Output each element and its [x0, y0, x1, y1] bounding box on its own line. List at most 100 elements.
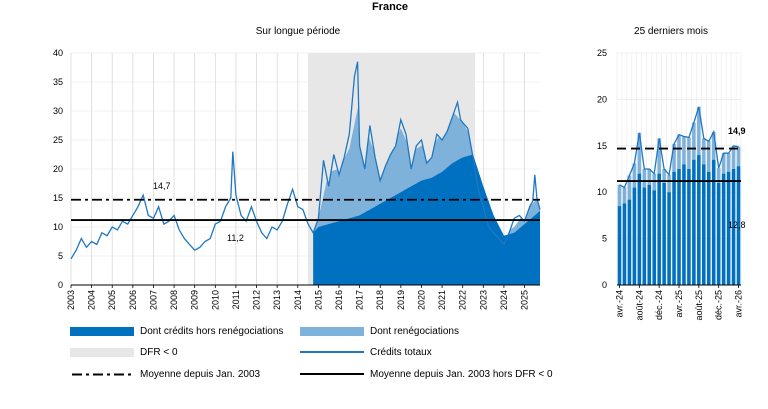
- legend-item-moyenne-2003: Moyenne depuis Jan. 2003: [70, 369, 260, 380]
- bar-credits-hors-renegociations: [642, 187, 647, 285]
- bar-credits-hors-renegociations: [652, 190, 656, 285]
- bar-renegociations: [716, 168, 721, 183]
- x-tick-label: 2017: [355, 290, 365, 310]
- x-tick-label: 2015: [313, 290, 323, 310]
- long-period-series-lines: [70, 61, 541, 260]
- last-25-months-chart: 25 derniers mois 0 5 10 15 20 25 avr.-24 août-2…: [597, 26, 746, 321]
- annotation-14-9: 14,9: [728, 126, 746, 136]
- legend-swatch-light-blue: [300, 327, 364, 336]
- average-label-14-7: 14,7: [153, 181, 171, 191]
- legend-item-credits-hors-reneg: Dont crédits hors renégociations: [70, 326, 283, 337]
- y-tick-label: 40: [53, 48, 63, 58]
- x-tick-label: 2006: [128, 290, 138, 310]
- bar-credits-hors-renegociations: [682, 164, 686, 285]
- last-25-months-bars: [617, 106, 741, 285]
- bar-credits-hors-renegociations: [662, 182, 666, 285]
- bar-credits-hors-renegociations: [617, 206, 622, 285]
- legend: Dont crédits hors renégociations Dont re…: [70, 326, 670, 396]
- x-tick-label: 2019: [396, 290, 406, 310]
- bar-renegociations: [662, 169, 666, 183]
- legend-swatch-line: [300, 348, 364, 357]
- bar-renegociations: [667, 174, 671, 193]
- bar-renegociations: [736, 146, 741, 167]
- y-tick-label: 35: [53, 77, 63, 87]
- legend-item-renegociations: Dont renégociations: [300, 326, 459, 337]
- x-tick-label: août-25: [694, 290, 704, 321]
- line-credits-totaux: [619, 106, 739, 189]
- legend-item-credits-totaux: Crédits totaux: [300, 347, 432, 358]
- y-tick-label: 20: [53, 164, 63, 174]
- last-25-months-lines: [617, 106, 741, 189]
- bar-credits-hors-renegociations: [721, 173, 726, 285]
- average-label-11-2: 11,2: [227, 233, 244, 243]
- bar-credits-hors-renegociations: [677, 169, 681, 285]
- bar-credits-hors-renegociations: [632, 187, 637, 285]
- y-tick-label: 0: [602, 280, 607, 290]
- bar-credits-hors-renegociations: [716, 182, 721, 285]
- bar-credits-hors-renegociations: [672, 171, 676, 285]
- legend-label: DFR < 0: [140, 347, 178, 358]
- y-tick-label: 10: [53, 222, 63, 232]
- bar-credits-hors-renegociations: [731, 169, 736, 285]
- bar-credits-hors-renegociations: [637, 173, 642, 285]
- legend-swatch-dash-dot: [70, 370, 134, 379]
- bar-credits-hors-renegociations: [627, 199, 632, 285]
- bar-credits-hors-renegociations: [736, 166, 741, 285]
- x-tick-label: 2024: [499, 290, 509, 310]
- bar-credits-hors-renegociations: [647, 184, 652, 285]
- bar-renegociations: [687, 137, 691, 169]
- bar-renegociations: [726, 153, 731, 172]
- y-tick-label: 5: [602, 234, 607, 244]
- legend-swatch-solid: [300, 370, 364, 379]
- y-tick-label: 0: [58, 280, 63, 290]
- bar-renegociations: [627, 175, 632, 200]
- y-tick-label: 25: [53, 135, 63, 145]
- bar-renegociations: [706, 141, 711, 172]
- x-tick-label: 2004: [87, 290, 97, 310]
- bar-credits-hors-renegociations: [706, 171, 711, 285]
- bar-renegociations: [622, 187, 627, 204]
- bar-credits-hors-renegociations: [667, 192, 671, 285]
- x-tick-label: 2012: [252, 290, 262, 310]
- legend-label: Dont crédits hors renégociations: [140, 326, 284, 337]
- y-tick-label: 15: [53, 193, 63, 203]
- x-tick-label: 2022: [458, 290, 468, 310]
- legend-swatch-grey: [70, 348, 134, 357]
- bar-renegociations: [632, 163, 637, 188]
- x-tick-label: 2021: [437, 290, 447, 310]
- bar-renegociations: [637, 132, 642, 174]
- bar-renegociations: [721, 153, 726, 174]
- y-tick-label: 20: [597, 94, 607, 104]
- long-period-reference-lines: [71, 198, 540, 221]
- x-tick-label: 2016: [334, 290, 344, 310]
- last-25-months-title: 25 derniers mois: [634, 26, 708, 37]
- bar-credits-hors-renegociations: [692, 159, 696, 285]
- long-period-title: Sur longue période: [256, 26, 341, 37]
- bar-renegociations: [657, 138, 661, 174]
- y-tick-label: 25: [597, 48, 607, 58]
- legend-label: Moyenne depuis Jan. 2003: [140, 369, 261, 380]
- bar-credits-hors-renegociations: [702, 164, 706, 285]
- x-tick-label: 2018: [375, 290, 385, 310]
- x-tick-label: avr.-25: [674, 290, 684, 318]
- x-tick-label: déc.-24: [654, 290, 664, 320]
- x-tick-label: août-24: [634, 290, 644, 321]
- bar-renegociations: [672, 143, 676, 172]
- x-tick-label: avr.-26: [734, 290, 744, 318]
- bar-renegociations: [702, 138, 706, 165]
- x-tick-label: 2003: [66, 290, 76, 310]
- bar-renegociations: [711, 131, 716, 160]
- x-tick-label: déc.-25: [714, 290, 724, 320]
- bar-renegociations: [692, 122, 696, 160]
- bar-credits-hors-renegociations: [711, 159, 716, 285]
- x-tick-label: 2020: [416, 290, 426, 310]
- x-tick-label: 2008: [169, 290, 179, 310]
- bar-renegociations: [647, 169, 652, 185]
- bar-credits-hors-renegociations: [687, 169, 691, 285]
- bar-renegociations: [677, 134, 681, 169]
- x-tick-label: 2025: [520, 290, 530, 310]
- bar-renegociations: [682, 136, 686, 165]
